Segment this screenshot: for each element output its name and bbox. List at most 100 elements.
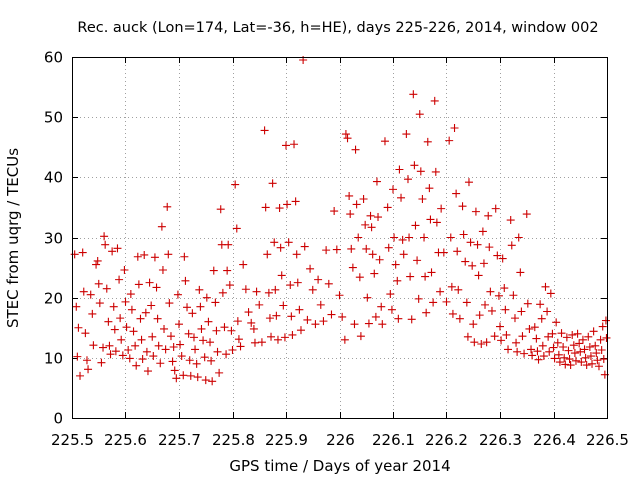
- data-point: [546, 289, 555, 298]
- data-point: [487, 306, 496, 315]
- data-point: [561, 360, 570, 369]
- data-point: [327, 310, 336, 319]
- data-point: [354, 233, 363, 242]
- data-point: [464, 178, 473, 187]
- data-point: [267, 332, 276, 341]
- data-point: [81, 329, 90, 338]
- data-point: [439, 248, 448, 257]
- data-point: [431, 167, 440, 176]
- data-point: [562, 333, 571, 342]
- data-point: [469, 320, 478, 329]
- data-point: [581, 353, 590, 362]
- data-point: [461, 257, 470, 266]
- data-point: [195, 285, 204, 294]
- data-point: [387, 305, 396, 314]
- data-point: [216, 205, 225, 214]
- data-point: [283, 200, 292, 209]
- data-point: [291, 197, 300, 206]
- data-point: [355, 273, 364, 282]
- y-tick-label: 20: [44, 290, 63, 308]
- data-point: [199, 336, 208, 345]
- data-point: [371, 312, 380, 321]
- data-point: [116, 314, 125, 323]
- data-point: [484, 211, 493, 220]
- data-point: [105, 341, 114, 350]
- data-point: [129, 327, 138, 336]
- data-point: [183, 303, 192, 312]
- data-point: [356, 332, 365, 341]
- data-point: [510, 314, 519, 323]
- data-point: [506, 216, 515, 225]
- data-point: [227, 326, 236, 335]
- data-point: [228, 346, 237, 355]
- data-point: [532, 334, 541, 343]
- data-point: [589, 327, 598, 336]
- data-point: [196, 302, 205, 311]
- data-point: [172, 374, 181, 383]
- x-tick-label: 225.7: [158, 431, 201, 449]
- x-tick-label: 226.2: [425, 431, 468, 449]
- data-point: [395, 165, 404, 174]
- data-point: [414, 294, 423, 303]
- data-point: [106, 350, 115, 359]
- data-point: [516, 268, 525, 277]
- data-point: [363, 293, 372, 302]
- data-point: [127, 305, 136, 314]
- data-point: [378, 320, 387, 329]
- data-point: [533, 347, 542, 356]
- plot-frame: [72, 57, 608, 419]
- data-point: [231, 180, 240, 189]
- data-point: [539, 352, 548, 361]
- data-point: [279, 301, 288, 310]
- x-tick-label: 225.9: [265, 431, 308, 449]
- data-point: [300, 242, 309, 251]
- data-point: [108, 247, 117, 256]
- data-point: [591, 341, 600, 350]
- data-point: [177, 352, 186, 361]
- data-point: [596, 335, 605, 344]
- data-point: [453, 247, 462, 256]
- y-tick-label: 30: [44, 230, 63, 248]
- data-point: [290, 140, 299, 149]
- data-point: [359, 194, 368, 203]
- data-point: [537, 314, 546, 323]
- data-point: [490, 332, 499, 341]
- data-point: [471, 207, 480, 216]
- data-point: [554, 350, 563, 359]
- data-point: [257, 338, 266, 347]
- data-point: [491, 204, 500, 213]
- data-point: [429, 298, 438, 307]
- data-point: [348, 263, 357, 272]
- data-point: [293, 278, 302, 287]
- data-point: [338, 312, 347, 321]
- data-point: [432, 218, 441, 227]
- data-point: [161, 345, 170, 354]
- data-point: [314, 275, 323, 284]
- data-point: [442, 297, 451, 306]
- data-point: [165, 299, 174, 308]
- x-tick-label: 225.6: [104, 431, 147, 449]
- data-point: [133, 252, 142, 261]
- data-point: [398, 235, 407, 244]
- data-point: [173, 290, 182, 299]
- data-point: [545, 347, 554, 356]
- data-point: [117, 335, 126, 344]
- data-point: [99, 343, 108, 352]
- data-point: [415, 110, 424, 119]
- data-point: [79, 287, 88, 296]
- data-point: [445, 136, 454, 145]
- data-point: [536, 300, 545, 309]
- data-point: [420, 233, 429, 242]
- data-point: [244, 308, 253, 317]
- data-point: [405, 233, 414, 242]
- data-point: [260, 126, 269, 135]
- data-point: [403, 175, 412, 184]
- data-point: [592, 349, 601, 358]
- data-point: [303, 315, 312, 324]
- data-point: [193, 373, 202, 382]
- data-point: [241, 285, 250, 294]
- data-point: [366, 211, 375, 220]
- data-point: [500, 284, 509, 293]
- data-point: [548, 329, 557, 338]
- data-point: [468, 261, 477, 270]
